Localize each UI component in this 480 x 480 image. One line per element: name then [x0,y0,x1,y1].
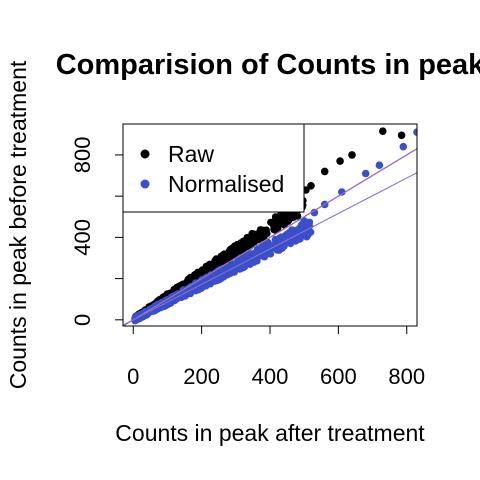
point-normalised [286,229,294,237]
legend-label-raw: Raw [168,141,214,167]
legend-marker-normalised [140,179,150,189]
reference-line-lower [123,172,417,326]
point-normalised [253,257,261,265]
y-axis-title: Counts in peak before treatment [5,60,31,389]
point-raw [220,257,228,265]
point-normalised [259,252,267,260]
point-normalised [375,161,384,169]
point-normalised [338,188,346,196]
x-tick-label: 600 [320,364,357,389]
y-tick-label: 0 [70,314,95,326]
legend-label-normalised: Normalised [168,171,284,197]
point-raw [336,157,344,165]
chart-title: Comparision of Counts in peak [56,49,480,81]
point-normalised [238,263,246,271]
legend-marker-raw [140,149,150,159]
point-normalised [230,260,238,268]
x-axis: 0 200 400 600 800 [127,326,425,389]
point-normalised [399,142,408,151]
x-tick-label: 800 [388,364,425,389]
y-axis: 0 400 800 [70,137,123,326]
point-normalised [208,273,216,281]
point-raw [348,151,356,159]
point-raw [255,229,264,237]
point-normalised [291,236,299,244]
point-raw [277,211,285,219]
point-raw [228,250,236,258]
legend: Raw Normalised [122,123,305,213]
y-tick-label: 800 [70,137,95,174]
legend-box [122,123,305,213]
point-raw [246,237,255,245]
point-normalised [254,245,262,253]
point-normalised [195,285,203,294]
point-raw [379,127,387,135]
point-normalised [304,231,312,239]
point-raw [397,131,406,140]
reference-lines [123,148,417,326]
point-normalised [361,169,370,178]
point-raw [307,182,315,190]
point-normalised [413,128,417,136]
point-normalised [310,208,319,217]
point-raw [204,263,212,271]
point-raw [275,216,283,224]
point-normalised [280,242,288,250]
point-raw [320,167,329,176]
point-raw [232,245,240,253]
point-raw [197,269,205,277]
y-tick-label: 400 [70,219,95,256]
x-tick-label: 0 [127,364,139,389]
point-normalised [300,217,309,225]
x-axis-title: Counts in peak after treatment [115,420,425,446]
x-tick-label: 200 [183,364,220,389]
point-normalised [243,251,251,259]
x-tick-label: 400 [252,364,289,389]
reference-line-fit [123,148,417,326]
point-raw [213,256,221,264]
